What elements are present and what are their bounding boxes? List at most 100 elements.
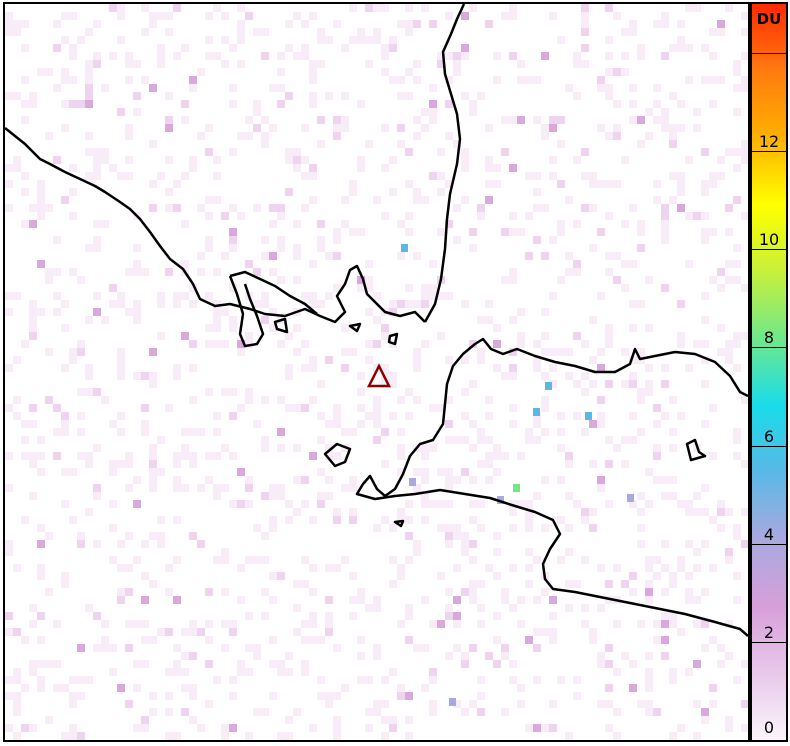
so2-pixel [533, 340, 541, 348]
so2-pixel [557, 476, 565, 484]
so2-pixel [725, 148, 733, 156]
colorbar-tick [752, 347, 786, 349]
so2-pixel [341, 196, 349, 204]
so2-pixel [341, 220, 349, 228]
so2-pixel [573, 380, 581, 388]
so2-pixel [125, 644, 133, 652]
so2-pixel [389, 716, 397, 724]
so2-pixel [557, 220, 565, 228]
so2-pixel [517, 700, 525, 708]
so2-pixel [549, 292, 557, 300]
so2-pixel [397, 564, 405, 572]
so2-pixel [637, 428, 645, 436]
so2-pixel [589, 356, 597, 364]
so2-pixel [525, 564, 533, 572]
so2-pixel [461, 436, 469, 444]
so2-pixel [61, 572, 69, 580]
so2-pixel [109, 468, 117, 476]
so2-pixel [621, 284, 629, 292]
so2-pixel [429, 100, 437, 108]
so2-pixel [21, 100, 29, 108]
so2-pixel [437, 228, 445, 236]
so2-pixel [149, 20, 157, 28]
so2-pixel [237, 28, 245, 36]
so2-pixel [221, 12, 229, 20]
so2-pixel [589, 204, 597, 212]
so2-pixel [669, 668, 677, 676]
so2-pixel [653, 556, 661, 564]
so2-pixel [445, 76, 453, 84]
so2-pixel [5, 404, 13, 412]
so2-pixel [549, 724, 557, 732]
so2-pixel [381, 212, 389, 220]
so2-pixel [133, 108, 141, 116]
so2-pixel [533, 596, 541, 604]
so2-pixel [85, 676, 93, 684]
so2-pixel [21, 420, 29, 428]
so2-pixel [405, 516, 413, 524]
so2-pixel [653, 100, 661, 108]
so2-pixel [549, 124, 557, 132]
so2-pixel [693, 108, 701, 116]
so2-pixel [149, 692, 157, 700]
so2-pixel [37, 676, 45, 684]
so2-pixel [229, 244, 237, 252]
so2-pixel [565, 604, 573, 612]
so2-pixel [429, 292, 437, 300]
so2-pixel [701, 356, 709, 364]
so2-pixel [133, 724, 141, 732]
so2-pixel [189, 460, 197, 468]
so2-pixel [181, 332, 189, 340]
so2-pixel [85, 60, 93, 68]
so2-pixel [349, 228, 357, 236]
so2-pixel [677, 556, 685, 564]
so2-pixel [613, 68, 621, 76]
so2-pixel [525, 428, 533, 436]
so2-pixel [365, 284, 373, 292]
so2-pixel [541, 404, 549, 412]
so2-pixel [493, 364, 501, 372]
so2-pixel [461, 660, 469, 668]
so2-pixel [445, 604, 453, 612]
so2-pixel [477, 620, 485, 628]
so2-pixel [285, 652, 293, 660]
so2-pixel [693, 732, 701, 740]
so2-pixel [333, 252, 341, 260]
so2-pixel [301, 44, 309, 52]
so2-pixel [333, 692, 341, 700]
so2-pixel [309, 60, 317, 68]
so2-pixel [653, 708, 661, 716]
so2-pixel [237, 404, 245, 412]
so2-pixel [413, 252, 421, 260]
colorbar-tick [752, 543, 786, 545]
so2-pixel [565, 548, 573, 556]
so2-pixel [485, 20, 493, 28]
so2-pixel [269, 252, 277, 260]
so2-pixel [301, 476, 309, 484]
so2-pixel [573, 500, 581, 508]
so2-pixel [37, 572, 45, 580]
so2-pixel [45, 396, 53, 404]
so2-pixel [589, 460, 597, 468]
so2-pixel [205, 620, 213, 628]
so2-pixel [117, 596, 125, 604]
so2-pixel [77, 412, 85, 420]
so2-pixel [389, 76, 397, 84]
so2-pixel [189, 692, 197, 700]
so2-pixel [661, 284, 669, 292]
so2-pixel [605, 252, 613, 260]
so2-pixel [725, 4, 733, 12]
so2-pixel [365, 604, 373, 612]
so2-pixel [301, 556, 309, 564]
so2-pixel [325, 628, 333, 636]
so2-pixel [509, 276, 517, 284]
so2-pixel [381, 700, 389, 708]
so2-pixel [413, 188, 421, 196]
so2-pixel [285, 44, 293, 52]
so2-pixel [373, 404, 381, 412]
so2-pixel [181, 652, 189, 660]
so2-pixel [101, 316, 109, 324]
so2-pixel [645, 380, 653, 388]
colorbar: DU 0 2 4 6 8 10 12 [750, 2, 788, 742]
so2-pixel [701, 716, 709, 724]
